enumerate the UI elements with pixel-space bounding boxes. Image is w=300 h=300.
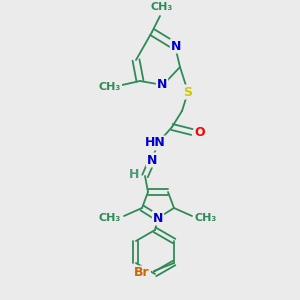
Text: CH₃: CH₃ [99, 213, 121, 223]
Text: H: H [129, 167, 139, 181]
Text: Br: Br [134, 266, 150, 280]
Text: O: O [195, 125, 205, 139]
Text: N: N [147, 154, 157, 166]
Text: CH₃: CH₃ [151, 2, 173, 12]
Text: CH₃: CH₃ [99, 82, 121, 92]
Text: N: N [157, 79, 167, 92]
Text: N: N [171, 40, 181, 52]
Text: N: N [153, 212, 163, 224]
Text: S: S [184, 85, 193, 98]
Text: CH₃: CH₃ [195, 213, 217, 223]
Text: HN: HN [145, 136, 165, 149]
